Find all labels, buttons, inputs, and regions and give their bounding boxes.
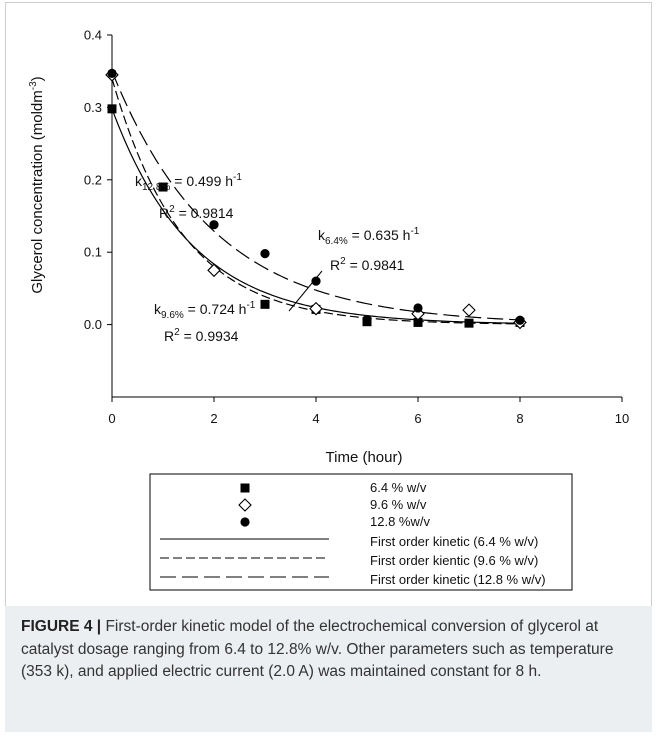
square-marker: [413, 317, 423, 327]
y-tick-label: 0.4: [84, 28, 102, 43]
x-tick-label: 6: [414, 411, 421, 426]
x-axis-title: Time (hour): [326, 449, 403, 466]
k-value-annotation: k6.4% = 0.635 h-1: [318, 226, 420, 247]
figure-caption: FIGURE 4 | First-order kinetic model of …: [5, 606, 652, 732]
circle-marker: [413, 303, 423, 313]
y-tick-label: 0.2: [84, 172, 102, 187]
annotation-leader-line: [288, 270, 323, 312]
circle-marker: [209, 220, 219, 230]
fit-curve: [111, 108, 521, 324]
y-axis-title: Glycerol concentration (moldm-3): [28, 76, 46, 293]
y-tick-label: 0.0: [84, 317, 102, 332]
fit-curve: [111, 70, 521, 321]
circle-marker: [260, 249, 270, 259]
r-squared-annotation: R2 = 0.9841: [330, 256, 405, 273]
legend-label: First order kientic (9.6 % w/v): [370, 553, 538, 568]
y-tick-label: 0.1: [84, 245, 102, 260]
legend-label: First order kinetic (6.4 % w/v): [370, 534, 538, 549]
diamond-marker: [309, 301, 323, 316]
legend-label: 12.8 %w/v: [370, 514, 430, 529]
x-tick-label: 2: [210, 411, 217, 426]
k-value-annotation: k12.8% = 0.499 h-1: [135, 172, 242, 193]
legend-circle-symbol: [240, 517, 250, 527]
chart-legend: 6.4 % w/v 9.6 % w/v 12.8 %w/v First order k…: [149, 473, 573, 591]
square-marker: [107, 104, 117, 114]
fit-lines: [111, 70, 521, 325]
legend-square-symbol: [240, 483, 250, 493]
x-tick-label: 10: [615, 411, 629, 426]
caption-label: FIGURE 4 |: [21, 618, 102, 635]
legend-box: [149, 473, 573, 591]
square-marker: [158, 182, 168, 192]
legend-label: First order kinetic (12.8 % w/v): [370, 572, 546, 587]
k-value-annotation: k9.6% = 0.724 h-1: [154, 300, 256, 321]
square-marker: [464, 318, 474, 328]
chart-canvas: 0 2 4 6 8 10 0.4 0.3 0.2 0.1 0.0 k12.8% = 0.499 h-…: [28, 28, 629, 591]
fit-curve: [111, 78, 521, 325]
circle-marker: [107, 68, 117, 78]
annotations: k12.8% = 0.499 h-1 R2 = 0.9814 k6.4% = 0.6…: [135, 172, 420, 344]
y-tick-label: 0.3: [84, 100, 102, 115]
x-tick-label: 8: [516, 411, 523, 426]
legend-label: 6.4 % w/v: [370, 480, 427, 495]
circle-marker: [515, 315, 525, 325]
r-squared-annotation: R2 = 0.9934: [164, 327, 239, 344]
circle-marker: [311, 276, 321, 286]
circle-marker: [362, 314, 372, 325]
x-tick-label: 0: [108, 411, 115, 426]
legend-diamond-symbol: [238, 498, 252, 512]
x-tick-label: 4: [312, 411, 319, 426]
diamond-marker: [462, 303, 476, 317]
caption-text: First-order kinetic model of the electro…: [21, 618, 614, 680]
diamond-marker: [207, 263, 221, 278]
r-squared-annotation: R2 = 0.9814: [159, 204, 234, 221]
chart-axes: 0 2 4 6 8 10 0.4 0.3 0.2 0.1 0.0: [84, 28, 629, 427]
legend-label: 9.6 % w/v: [370, 497, 427, 512]
data-markers: [105, 68, 527, 330]
square-marker: [260, 299, 270, 309]
